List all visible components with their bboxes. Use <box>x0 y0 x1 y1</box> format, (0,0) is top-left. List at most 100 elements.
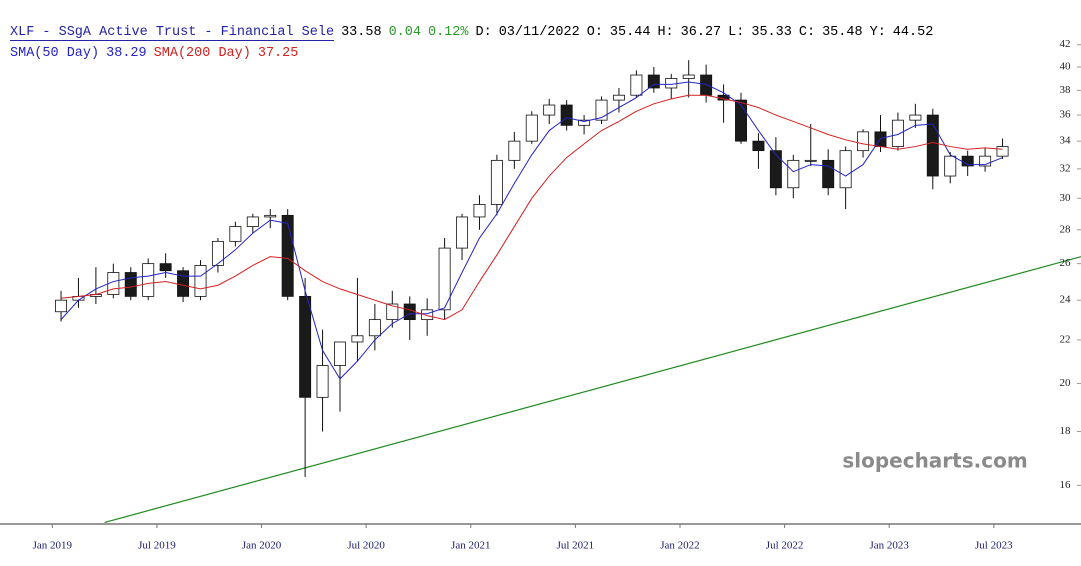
candle-body <box>822 159 835 189</box>
candle-body <box>194 264 207 297</box>
candle-body <box>159 263 172 272</box>
y-tick-label: 20 <box>1060 377 1072 389</box>
candle-body <box>839 150 852 189</box>
trendline <box>104 256 1081 524</box>
quote: D: 03/11/2022 O: 35.44 H: 36.27 L: 35.33 C: 35.48… <box>476 25 941 40</box>
candle-body <box>316 365 329 398</box>
candle-body <box>386 303 399 321</box>
y-tick-label: 38 <box>1060 84 1072 96</box>
candle-body <box>543 104 556 116</box>
candle-body <box>124 272 137 297</box>
candle-body <box>211 240 224 266</box>
candle-body <box>508 140 521 161</box>
candle-body <box>909 114 922 121</box>
candle-body <box>647 74 660 89</box>
y-tick-label: 40 <box>1060 60 1072 72</box>
candle-body <box>421 309 434 321</box>
axes: 16 18 20 22 24 26 28 30 32 34 36 38 40 42 Jan 2019 Jul … <box>0 38 1081 552</box>
candle-body <box>351 335 364 343</box>
legend-value: 37.25 <box>257 46 299 61</box>
quote-value: 36.27 <box>680 25 722 40</box>
y-tick-label: 32 <box>1060 162 1071 174</box>
candle-body <box>612 94 625 101</box>
candle-body <box>578 119 591 126</box>
candle-body <box>752 140 765 152</box>
x-tick-label: Jan 2020 <box>242 540 282 552</box>
candle-body <box>456 216 469 249</box>
candle-body <box>926 114 939 177</box>
x-tick-label: Jul 2022 <box>766 540 804 552</box>
candle-body <box>473 204 486 218</box>
x-tick-label: Jul 2020 <box>347 540 385 552</box>
y-tick-label: 18 <box>1060 425 1072 437</box>
quote-value: 35.48 <box>822 25 863 40</box>
legend: SMA(50 Day) 38.29 SMA(200 Day) 37.25 <box>10 43 947 64</box>
candle-body <box>438 247 451 311</box>
y-tick-label: 42 <box>1060 38 1071 50</box>
quote-value: 35.33 <box>751 25 792 40</box>
candle-body <box>55 299 68 313</box>
y-tick-label: 16 <box>1060 479 1072 491</box>
change-pct: 0.12% <box>427 25 469 40</box>
x-tick-label: Jan 2019 <box>33 540 73 552</box>
candle-body <box>177 270 190 297</box>
candle-body <box>403 303 416 321</box>
quote-label: D: <box>475 25 492 40</box>
sma-line <box>60 94 1003 321</box>
quote-value: 44.52 <box>892 25 934 40</box>
y-tick-label: 22 <box>1060 333 1071 345</box>
candle-body <box>264 214 277 218</box>
y-tick-label: 34 <box>1060 135 1072 147</box>
quote-label: L: <box>728 25 745 40</box>
quote-label: O: <box>586 25 603 40</box>
quote-label: C: <box>798 25 816 40</box>
x-tick-label: Jan 2023 <box>869 540 909 552</box>
x-tick-label: Jul 2023 <box>975 540 1013 552</box>
change: 0.04 <box>388 25 421 40</box>
y-tick-label: 36 <box>1060 109 1072 121</box>
candle-body <box>630 74 643 96</box>
candle-body <box>682 74 695 79</box>
x-tick-label: Jan 2022 <box>660 540 699 552</box>
y-tick-label: 26 <box>1060 257 1072 269</box>
quote-value: 35.44 <box>609 25 651 40</box>
candle-body <box>595 99 608 121</box>
legend-name: SMA(50 Day) <box>10 46 100 61</box>
quote-label: H: <box>657 25 674 40</box>
candle-body <box>891 119 904 147</box>
x-tick-label: Jul 2021 <box>557 540 595 552</box>
candle-body <box>229 226 242 242</box>
candle-body <box>944 155 957 177</box>
candle-body <box>665 78 678 89</box>
candle-body <box>560 104 573 126</box>
last-price: 33.58 <box>341 25 382 40</box>
candle-body <box>525 114 538 142</box>
candle-body <box>857 131 870 152</box>
candle-body <box>996 146 1009 157</box>
candle-body <box>735 99 747 142</box>
candle-body <box>334 341 346 366</box>
candle-body <box>281 214 294 297</box>
sma-line <box>60 81 1003 380</box>
candle-body <box>299 295 312 398</box>
legend-value: 38.29 <box>106 46 147 61</box>
quote-line: XLF - SSgA Active Trust - Financial Sele… <box>10 22 947 43</box>
x-tick-label: Jan 2021 <box>451 540 490 552</box>
plot-area <box>55 60 1081 524</box>
header: XLF - SSgA Active Trust - Financial Sele… <box>10 22 947 64</box>
candle-body <box>787 159 800 189</box>
x-tick-label: Jul 2019 <box>138 540 176 552</box>
y-tick-label: 30 <box>1060 192 1072 204</box>
candle-body <box>804 159 817 162</box>
candle-body <box>142 263 155 297</box>
candle-body <box>979 155 992 167</box>
watermark: slopecharts.com <box>842 449 1027 473</box>
candle-body <box>246 216 259 227</box>
candle-body <box>700 74 713 96</box>
legend-name: SMA(200 Day) <box>153 46 251 61</box>
ticker-title[interactable]: XLF - SSgA Active Trust - Financial Sele <box>10 25 335 41</box>
quote-label: Y: <box>869 25 886 40</box>
quote-value: 03/11/2022 <box>498 25 580 40</box>
